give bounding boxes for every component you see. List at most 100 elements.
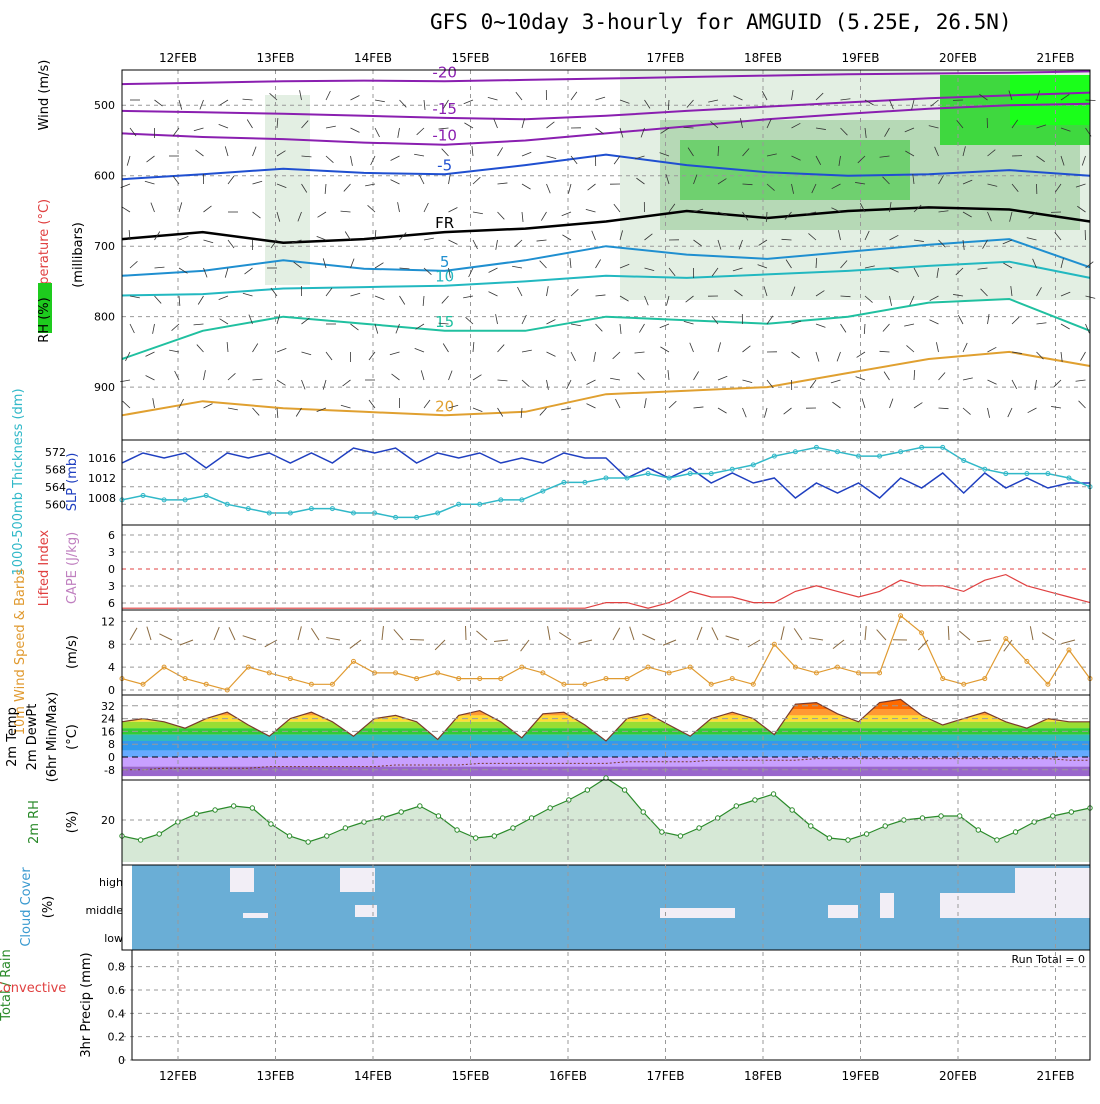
wind-barb xyxy=(130,296,140,298)
wind-barb xyxy=(243,636,256,640)
wind-barb xyxy=(220,100,228,105)
wind-barb xyxy=(837,352,840,361)
wind-barb xyxy=(146,352,155,356)
temp-band xyxy=(122,722,1090,728)
rh-point xyxy=(231,804,235,808)
wind-barb xyxy=(1061,324,1070,329)
wind-barb xyxy=(398,202,400,212)
wind-barb xyxy=(587,404,596,408)
wind-barb xyxy=(718,408,727,413)
wind-barb xyxy=(369,352,375,360)
wind-barb xyxy=(419,175,424,184)
wind-barb xyxy=(918,640,928,650)
wind-barb xyxy=(398,128,400,138)
wind-barb xyxy=(1042,633,1054,640)
rh-point xyxy=(492,834,496,838)
wind-barb xyxy=(155,267,165,268)
wind-barb xyxy=(341,405,351,408)
wind-barb xyxy=(243,99,253,100)
wind-barb xyxy=(571,324,581,326)
date-label-bottom: 20FEB xyxy=(939,1069,977,1083)
date-label-top: 15FEB xyxy=(452,51,490,65)
wind-barb xyxy=(417,128,424,135)
wind-barb xyxy=(988,314,990,324)
wind-barb xyxy=(547,319,556,324)
y-tick-label: 560 xyxy=(45,498,66,511)
wind-barb xyxy=(351,128,360,132)
wind-barb xyxy=(862,398,865,408)
wind-barb xyxy=(615,399,620,408)
wind-barb xyxy=(228,373,235,380)
wind-barb xyxy=(414,154,424,156)
wind-barb xyxy=(247,120,252,128)
wind-barb xyxy=(253,147,257,156)
wind-barb xyxy=(159,634,172,640)
wind-barb xyxy=(668,370,669,380)
wind-barb xyxy=(382,626,383,640)
y-tick-label: 4 xyxy=(108,661,115,674)
date-label-bottom: 17FEB xyxy=(647,1069,685,1083)
wind-barb xyxy=(592,231,596,240)
date-label-top: 21FEB xyxy=(1037,51,1075,65)
wind-barb xyxy=(473,408,482,412)
wind-barb xyxy=(929,320,938,324)
date-label-bottom: 14FEB xyxy=(354,1069,392,1083)
wind-barb xyxy=(442,149,449,156)
side-label: 2m Temp xyxy=(5,707,20,767)
side-label: 2m DewPt xyxy=(25,704,40,771)
rh-point xyxy=(883,824,887,828)
side-label: (m/s) xyxy=(65,635,80,669)
wind-barb xyxy=(963,408,971,415)
rh-point xyxy=(436,814,440,818)
y-tick-label: 0.6 xyxy=(108,984,126,997)
wind-barb xyxy=(323,380,326,390)
rh-point xyxy=(790,808,794,812)
wind-barb xyxy=(421,370,424,380)
rh-point xyxy=(418,804,422,808)
wind-barb xyxy=(122,207,130,212)
wind-barb xyxy=(326,288,332,296)
wind-barb xyxy=(939,408,949,409)
rh-point xyxy=(548,806,552,810)
wind-barb xyxy=(562,212,571,216)
wind-barb xyxy=(1028,408,1037,413)
temp-band xyxy=(122,751,1090,757)
date-label-top: 20FEB xyxy=(939,51,977,65)
side-label: RH (%) xyxy=(37,297,52,342)
wind-barb xyxy=(1008,408,1012,417)
wind-barb xyxy=(147,627,151,640)
wind-barb xyxy=(326,91,330,100)
wind-barb xyxy=(494,640,508,641)
side-label: Cloud Cover xyxy=(19,867,34,947)
rh-point xyxy=(138,838,142,842)
wind-barb xyxy=(571,289,578,296)
wind-barb xyxy=(614,204,620,212)
wind-barb xyxy=(832,402,840,408)
y-tick-label: 1012 xyxy=(88,472,116,485)
temp-bands xyxy=(122,699,1090,776)
wind-barb xyxy=(253,379,263,380)
wind-barb xyxy=(219,296,228,300)
wind-barb xyxy=(1076,380,1086,381)
rh-point xyxy=(734,804,738,808)
wind-barb xyxy=(781,626,784,640)
wind-barb xyxy=(743,408,747,417)
rh-point xyxy=(511,826,515,830)
wind-barb xyxy=(326,638,340,640)
y-tick-label: 564 xyxy=(45,481,66,494)
y-tick-label: 32 xyxy=(101,700,115,713)
rh-point xyxy=(697,826,701,830)
wind-barb xyxy=(341,211,351,212)
wind-barb xyxy=(472,146,473,156)
wind-barb xyxy=(690,343,694,352)
wind-barb xyxy=(196,150,204,156)
wind-barb xyxy=(883,324,890,332)
side-label: (%) xyxy=(65,811,80,834)
cloud-patch xyxy=(880,893,894,918)
cloud-patch xyxy=(243,913,268,918)
wind-barb xyxy=(488,97,498,100)
y-tick-label: 800 xyxy=(94,311,115,324)
